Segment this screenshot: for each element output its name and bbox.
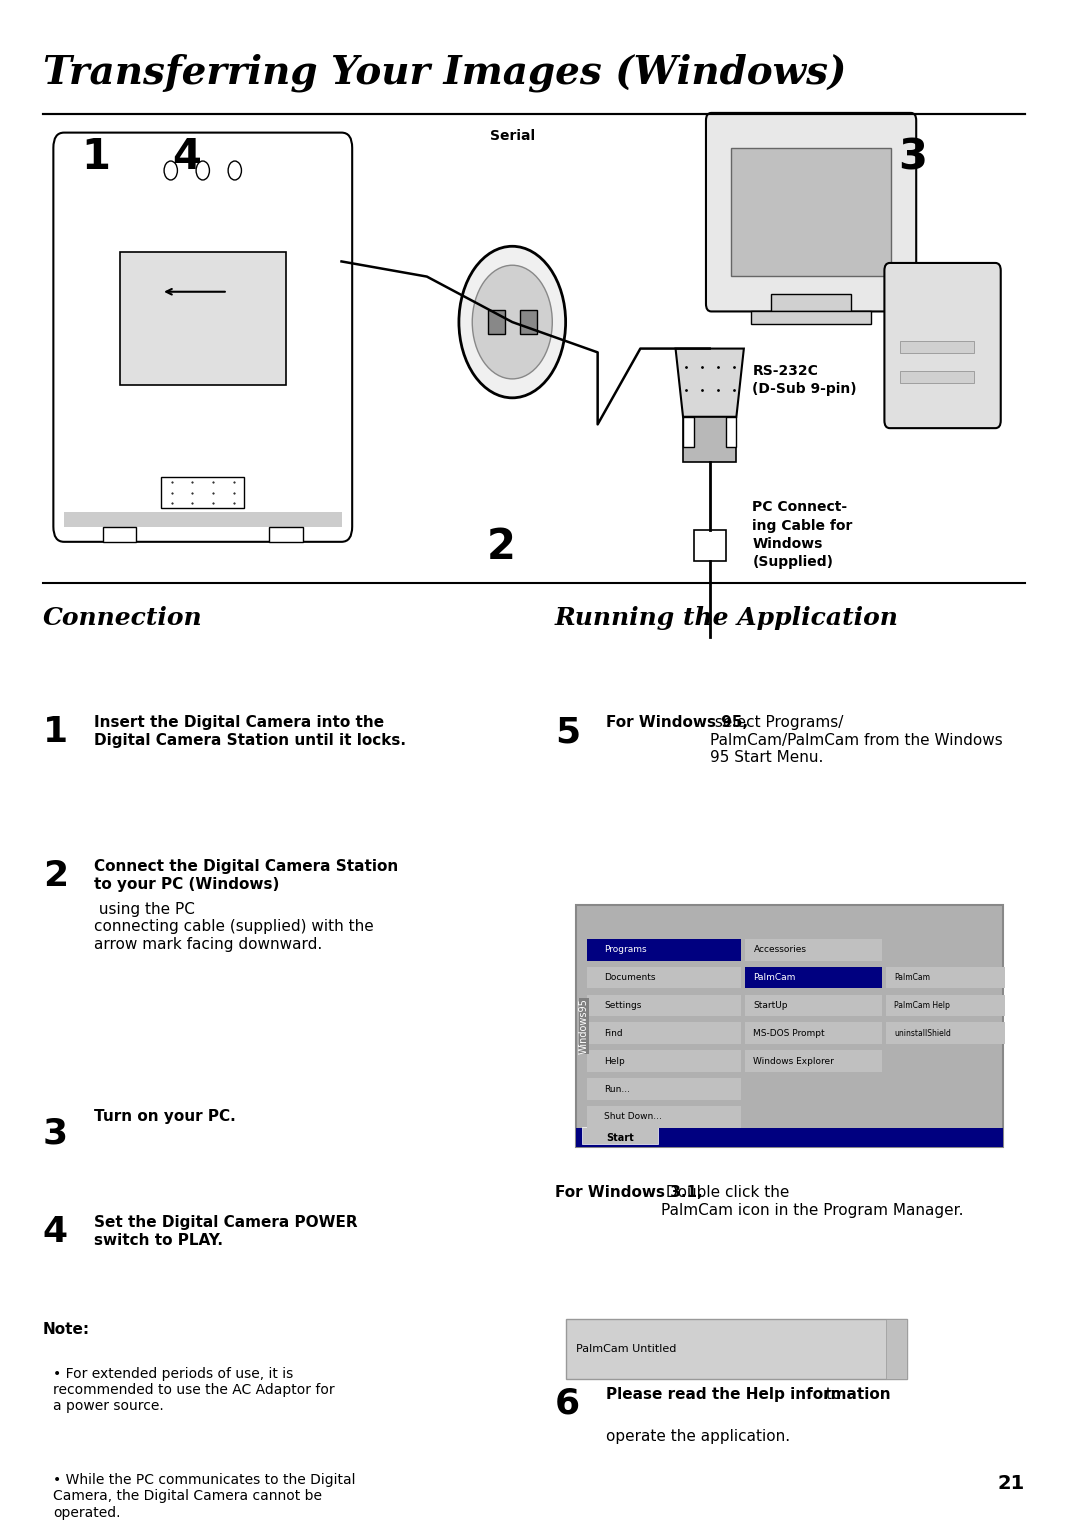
- Bar: [745, 1023, 881, 1044]
- Polygon shape: [676, 349, 744, 417]
- Bar: [745, 1050, 881, 1072]
- Text: PalmCam Untitled: PalmCam Untitled: [577, 1344, 677, 1353]
- Text: Turn on your PC.: Turn on your PC.: [94, 1110, 235, 1124]
- Text: Documents: Documents: [604, 972, 656, 982]
- Text: to: to: [821, 1387, 841, 1402]
- Circle shape: [228, 161, 242, 180]
- Bar: [886, 966, 1005, 988]
- Text: 3: 3: [43, 1118, 68, 1151]
- Text: Accessories: Accessories: [754, 945, 807, 954]
- FancyBboxPatch shape: [706, 113, 916, 312]
- Bar: [566, 1318, 907, 1379]
- Bar: [886, 1318, 907, 1379]
- Bar: [752, 310, 870, 324]
- Text: StartUp: StartUp: [754, 1001, 788, 1011]
- Bar: [120, 252, 286, 385]
- Text: 2: 2: [487, 526, 516, 569]
- Bar: [586, 1050, 741, 1072]
- Bar: [586, 1023, 741, 1044]
- Text: Running the Application: Running the Application: [555, 605, 899, 630]
- Circle shape: [459, 246, 566, 398]
- Text: Run...: Run...: [604, 1084, 630, 1093]
- Text: 4: 4: [173, 136, 201, 179]
- Text: 21: 21: [997, 1474, 1025, 1492]
- Text: uninstallShield: uninstallShield: [894, 1029, 951, 1038]
- FancyBboxPatch shape: [885, 263, 1001, 428]
- Text: Connect the Digital Camera Station
to your PC (Windows): Connect the Digital Camera Station to yo…: [94, 859, 399, 891]
- Bar: [683, 417, 693, 446]
- Text: PalmCam: PalmCam: [894, 972, 930, 982]
- FancyBboxPatch shape: [53, 133, 352, 541]
- Text: PalmCam: PalmCam: [754, 972, 796, 982]
- Bar: [161, 477, 244, 508]
- Text: Insert the Digital Camera into the
Digital Camera Station until it locks.: Insert the Digital Camera into the Digit…: [94, 716, 406, 748]
- Bar: [586, 1105, 741, 1128]
- Text: RS-232C
(D-Sub 9-pin): RS-232C (D-Sub 9-pin): [753, 364, 858, 396]
- Text: 5: 5: [555, 716, 580, 749]
- Bar: [103, 526, 136, 541]
- Text: Please read the Help information: Please read the Help information: [606, 1387, 891, 1402]
- Bar: [886, 1023, 1005, 1044]
- Text: 2: 2: [43, 859, 68, 893]
- Text: For Windows 95,: For Windows 95,: [606, 716, 748, 731]
- Text: Transferring Your Images (Windows): Transferring Your Images (Windows): [43, 54, 846, 92]
- Bar: [586, 966, 741, 988]
- Text: Connection: Connection: [43, 605, 202, 630]
- Text: Help: Help: [604, 1057, 625, 1066]
- Text: 6: 6: [555, 1387, 580, 1420]
- Text: Set the Digital Camera POWER
switch to PLAY.: Set the Digital Camera POWER switch to P…: [94, 1216, 357, 1248]
- Text: Start: Start: [606, 1133, 634, 1142]
- Circle shape: [164, 161, 177, 180]
- Text: 3: 3: [897, 136, 927, 179]
- Bar: [577, 1128, 1003, 1147]
- Text: Shut Down...: Shut Down...: [604, 1113, 662, 1121]
- Bar: [488, 310, 504, 335]
- Bar: [745, 994, 881, 1017]
- Text: • For extended periods of use, it is
recommended to use the AC Adaptor for
a pow: • For extended periods of use, it is rec…: [53, 1367, 335, 1413]
- Bar: [582, 1127, 659, 1144]
- Bar: [577, 905, 1003, 1147]
- Text: Note:: Note:: [43, 1321, 90, 1336]
- Bar: [519, 310, 537, 335]
- Bar: [901, 341, 974, 353]
- Bar: [745, 966, 881, 988]
- Text: 1: 1: [82, 136, 110, 179]
- Bar: [886, 994, 1005, 1017]
- Text: 4: 4: [43, 1216, 68, 1249]
- Text: For Windows 3.1,: For Windows 3.1,: [555, 1185, 703, 1200]
- Text: using the PC
connecting cable (supplied) with the
arrow mark facing downward.: using the PC connecting cable (supplied)…: [94, 902, 374, 951]
- Bar: [745, 939, 881, 960]
- Bar: [586, 939, 741, 960]
- Text: Programs: Programs: [604, 945, 647, 954]
- Text: select Programs/
PalmCam/PalmCam from the Windows
95 Start Menu.: select Programs/ PalmCam/PalmCam from th…: [711, 716, 1003, 764]
- Circle shape: [472, 265, 552, 379]
- Bar: [683, 417, 737, 462]
- Bar: [693, 531, 726, 561]
- Text: PalmCam Help: PalmCam Help: [894, 1001, 950, 1011]
- Bar: [771, 294, 851, 310]
- Text: Serial: Serial: [489, 128, 535, 142]
- Text: Find: Find: [604, 1029, 623, 1038]
- Bar: [269, 526, 302, 541]
- Text: • While the PC communicates to the Digital
Camera, the Digital Camera cannot be
: • While the PC communicates to the Digit…: [53, 1472, 356, 1520]
- Bar: [586, 1078, 741, 1099]
- Text: MS-DOS Prompt: MS-DOS Prompt: [754, 1029, 825, 1038]
- Text: operate the application.: operate the application.: [606, 1430, 791, 1445]
- Text: PC Connect-
ing Cable for
Windows
(Supplied): PC Connect- ing Cable for Windows (Suppl…: [753, 500, 853, 569]
- Bar: [901, 372, 974, 384]
- Bar: [586, 994, 741, 1017]
- Text: Double click the
PalmCam icon in the Program Manager.: Double click the PalmCam icon in the Pro…: [661, 1185, 963, 1217]
- Text: 1: 1: [43, 716, 68, 749]
- Bar: [64, 512, 341, 526]
- Text: Windows95: Windows95: [579, 998, 589, 1053]
- Bar: [726, 417, 737, 446]
- Bar: [731, 148, 891, 277]
- Circle shape: [197, 161, 210, 180]
- Text: Settings: Settings: [604, 1001, 642, 1011]
- Text: Windows Explorer: Windows Explorer: [754, 1057, 835, 1066]
